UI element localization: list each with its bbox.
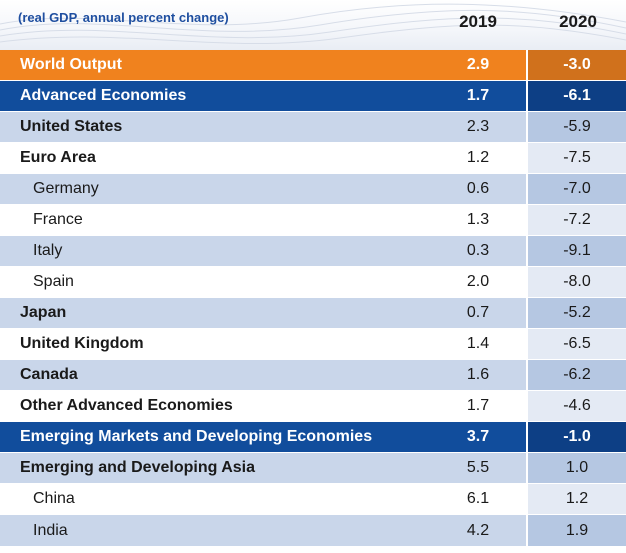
column-header-2019: 2019	[459, 12, 497, 31]
table-row: China 6.1 1.2	[0, 484, 626, 515]
row-label: India	[0, 515, 430, 546]
value-2020: 1.0	[528, 453, 626, 483]
row-label: World Output	[0, 50, 430, 80]
row-label: Advanced Economies	[0, 81, 430, 111]
table-row: Japan 0.7 -5.2	[0, 298, 626, 329]
row-label: Emerging and Developing Asia	[0, 453, 430, 483]
value-2019: 1.4	[430, 329, 526, 359]
table-row: Germany 0.6 -7.0	[0, 174, 626, 205]
value-2020: -9.1	[528, 236, 626, 266]
value-2019: 1.3	[430, 205, 526, 235]
table-row: Euro Area 1.2 -7.5	[0, 143, 626, 174]
table-row: World Output 2.9 -3.0	[0, 50, 626, 81]
value-2019: 0.6	[430, 174, 526, 204]
value-2019: 2.0	[430, 267, 526, 297]
gdp-table: World Output 2.9 -3.0 Advanced Economies…	[0, 50, 626, 546]
value-2019: 1.2	[430, 143, 526, 173]
row-label: Emerging Markets and Developing Economie…	[0, 422, 430, 452]
row-label: United Kingdom	[0, 329, 430, 359]
value-2019: 6.1	[430, 484, 526, 514]
row-label: France	[0, 205, 430, 235]
table-row: United States 2.3 -5.9	[0, 112, 626, 143]
row-label: Other Advanced Economies	[0, 391, 430, 421]
table-row: Spain 2.0 -8.0	[0, 267, 626, 298]
table-row: Emerging and Developing Asia 5.5 1.0	[0, 453, 626, 484]
row-label: Euro Area	[0, 143, 430, 173]
value-2020: 1.9	[528, 515, 626, 546]
value-2019: 1.7	[430, 81, 526, 111]
row-label: Canada	[0, 360, 430, 390]
table-subtitle: (real GDP, annual percent change)	[18, 10, 229, 25]
value-2020: -8.0	[528, 267, 626, 297]
value-2020: -6.1	[528, 81, 626, 111]
row-label: China	[0, 484, 430, 514]
value-2019: 0.3	[430, 236, 526, 266]
table-row: Canada 1.6 -6.2	[0, 360, 626, 391]
value-2020: -7.5	[528, 143, 626, 173]
value-2019: 3.7	[430, 422, 526, 452]
value-2019: 1.6	[430, 360, 526, 390]
table-row: France 1.3 -7.2	[0, 205, 626, 236]
table-row: Emerging Markets and Developing Economie…	[0, 422, 626, 453]
value-2020: -5.9	[528, 112, 626, 142]
value-2019: 0.7	[430, 298, 526, 328]
value-2019: 2.9	[430, 50, 526, 80]
value-2020: -1.0	[528, 422, 626, 452]
value-2020: 1.2	[528, 484, 626, 514]
table-row: Advanced Economies 1.7 -6.1	[0, 81, 626, 112]
table-row: Italy 0.3 -9.1	[0, 236, 626, 267]
value-2020: -7.2	[528, 205, 626, 235]
value-2020: -5.2	[528, 298, 626, 328]
row-label: Germany	[0, 174, 430, 204]
value-2019: 5.5	[430, 453, 526, 483]
value-2020: -6.5	[528, 329, 626, 359]
row-label: Italy	[0, 236, 430, 266]
value-2019: 1.7	[430, 391, 526, 421]
column-header-2020: 2020	[559, 12, 597, 31]
row-label: Japan	[0, 298, 430, 328]
table-row: Other Advanced Economies 1.7 -4.6	[0, 391, 626, 422]
value-2020: -4.6	[528, 391, 626, 421]
row-label: Spain	[0, 267, 430, 297]
table-header: (real GDP, annual percent change) 2019 2…	[0, 0, 626, 50]
value-2019: 4.2	[430, 515, 526, 546]
value-2019: 2.3	[430, 112, 526, 142]
value-2020: -6.2	[528, 360, 626, 390]
table-row: United Kingdom 1.4 -6.5	[0, 329, 626, 360]
table-row: India 4.2 1.9	[0, 515, 626, 546]
value-2020: -7.0	[528, 174, 626, 204]
row-label: United States	[0, 112, 430, 142]
value-2020: -3.0	[528, 50, 626, 80]
wave-background-decoration	[0, 3, 626, 45]
